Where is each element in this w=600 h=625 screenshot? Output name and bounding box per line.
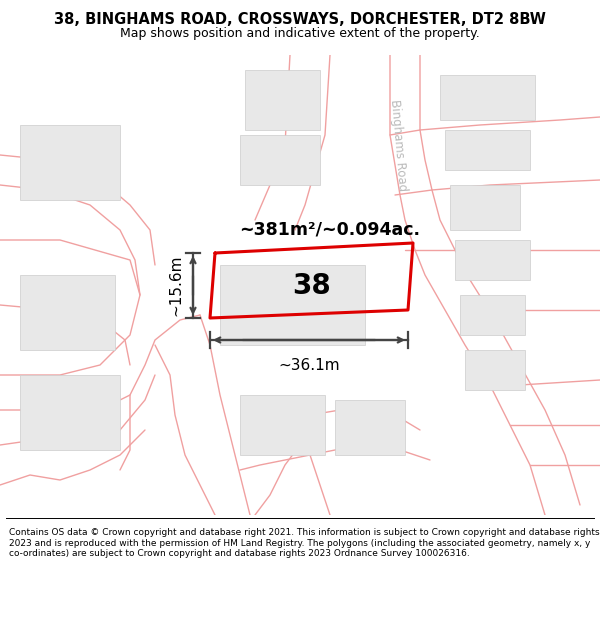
Bar [440,75,535,120]
Text: 38, BINGHAMS ROAD, CROSSWAYS, DORCHESTER, DT2 8BW: 38, BINGHAMS ROAD, CROSSWAYS, DORCHESTER… [54,12,546,27]
Bar [465,350,525,390]
Bar [460,295,525,335]
Text: Binghams Road: Binghams Road [388,99,409,191]
Text: 38: 38 [292,272,331,300]
Bar [245,70,320,130]
Bar [450,185,520,230]
Text: Contains OS data © Crown copyright and database right 2021. This information is : Contains OS data © Crown copyright and d… [9,528,599,558]
Text: Map shows position and indicative extent of the property.: Map shows position and indicative extent… [120,27,480,39]
Bar [335,400,405,455]
Text: ~381m²/~0.094ac.: ~381m²/~0.094ac. [239,221,421,239]
Bar [445,130,530,170]
Bar [20,275,115,350]
Text: ~15.6m: ~15.6m [168,255,183,316]
Bar [20,125,120,200]
Bar [240,135,320,185]
Bar [220,265,365,345]
Text: ~36.1m: ~36.1m [278,358,340,373]
Bar [455,240,530,280]
Bar [240,395,325,455]
Bar [20,375,120,450]
